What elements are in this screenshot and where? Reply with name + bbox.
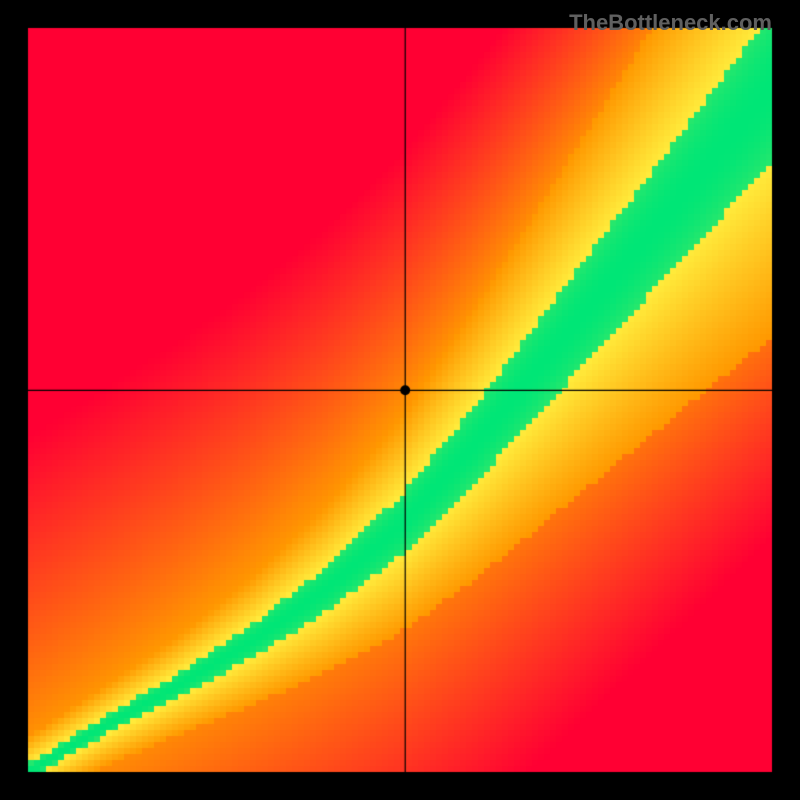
- heatmap-canvas: [0, 0, 800, 800]
- bottleneck-heatmap-chart: TheBottleneck.com: [0, 0, 800, 800]
- watermark-text: TheBottleneck.com: [569, 10, 772, 36]
